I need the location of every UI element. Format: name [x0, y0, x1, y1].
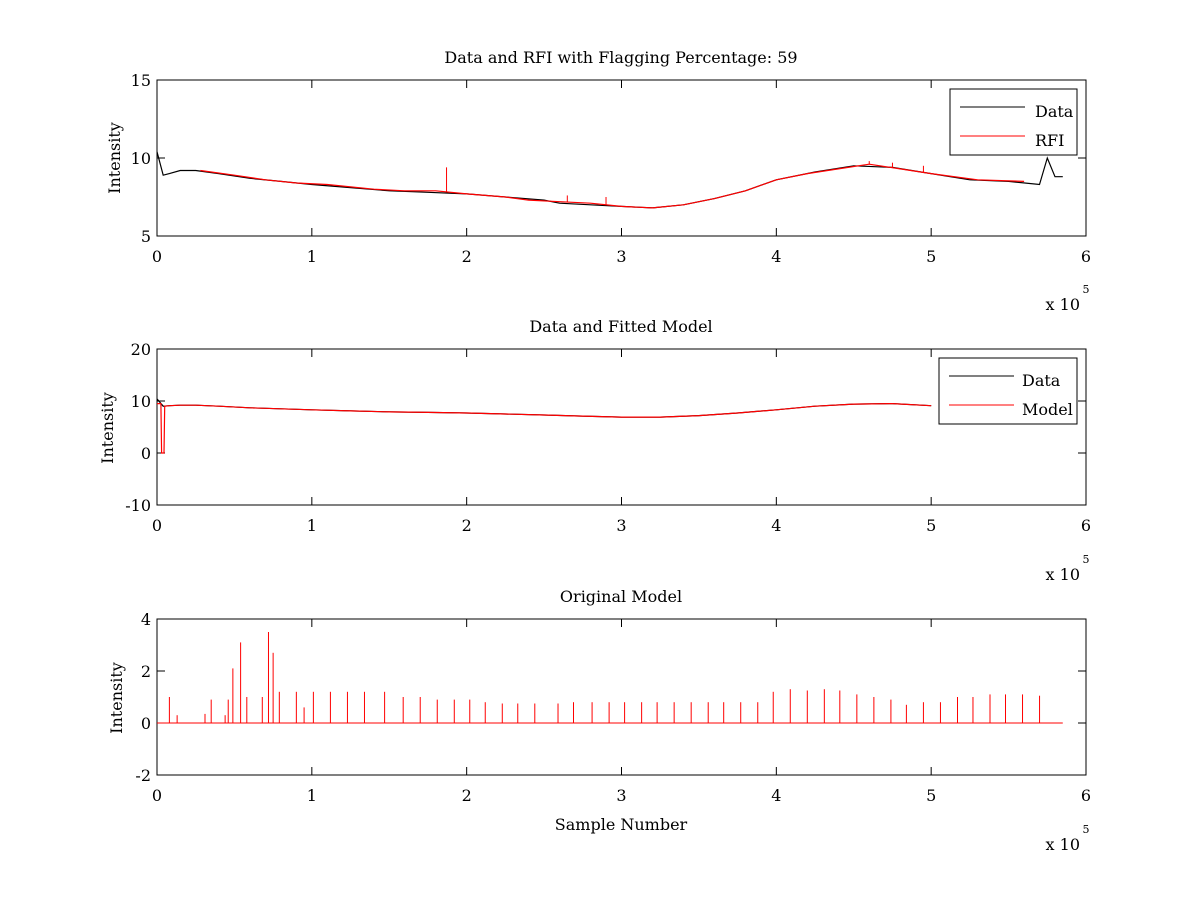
y-tick-label: 10 — [131, 392, 151, 411]
x-tick-label: 6 — [1081, 516, 1091, 535]
y-tick-label: 15 — [131, 71, 151, 90]
y-tick-label: 2 — [141, 662, 151, 681]
x-tick-label: 2 — [462, 516, 472, 535]
y-tick-label: -2 — [135, 766, 151, 785]
y-tick-label: 0 — [141, 444, 151, 463]
y-tick-label: 0 — [141, 714, 151, 733]
legend-box — [949, 88, 1078, 156]
x-tick-label: 6 — [1081, 786, 1091, 805]
y-tick-label: 20 — [131, 340, 151, 359]
legend-label-data: Data — [1035, 102, 1074, 121]
y-axis-label: Intensity — [105, 122, 124, 194]
x-tick-label: 0 — [152, 516, 162, 535]
x-exponent-base: x 10 — [1046, 295, 1080, 314]
legend-label-model: Model — [1022, 400, 1073, 419]
x-exponent-base: x 10 — [1046, 565, 1080, 584]
x-axis-label: Sample Number — [555, 815, 688, 834]
x-tick-label: 0 — [152, 786, 162, 805]
panel-title: Data and Fitted Model — [529, 317, 712, 336]
legend-label-data: Data — [1022, 371, 1061, 390]
x-tick-label: 5 — [926, 786, 936, 805]
x-tick-label: 3 — [616, 786, 626, 805]
x-exponent-power: 5 — [1083, 823, 1090, 836]
x-tick-label: 4 — [771, 516, 781, 535]
x-tick-label: 6 — [1081, 247, 1091, 266]
legend-label-rfi: RFI — [1035, 131, 1064, 150]
y-tick-label: 10 — [131, 149, 151, 168]
x-tick-label: 2 — [462, 786, 472, 805]
y-axis-label: Intensity — [98, 392, 117, 464]
x-tick-label: 3 — [616, 516, 626, 535]
y-tick-label: 5 — [141, 227, 151, 246]
panel-title: Data and RFI with Flagging Percentage: 5… — [444, 48, 797, 67]
x-tick-label: 4 — [771, 786, 781, 805]
legend: Data RFI — [949, 88, 1078, 156]
x-exponent-base: x 10 — [1046, 835, 1080, 854]
x-tick-label: 1 — [307, 516, 317, 535]
plot-area: 0 1 2 3 4 5 6 5 10 15 — [131, 71, 1091, 266]
y-axis-label: Intensity — [107, 662, 126, 734]
x-tick-label: 3 — [616, 247, 626, 266]
y-tick-label: -10 — [125, 496, 151, 515]
x-tick-label: 5 — [926, 247, 936, 266]
x-tick-label: 2 — [462, 247, 472, 266]
series-line-data — [156, 151, 1063, 209]
x-exponent-power: 5 — [1083, 553, 1090, 566]
x-tick-label: 1 — [307, 247, 317, 266]
panel-data-rfi: Data and RFI with Flagging Percentage: 5… — [105, 48, 1091, 314]
legend: Data Model — [938, 357, 1078, 425]
x-tick-label: 0 — [152, 247, 162, 266]
x-tick-label: 1 — [307, 786, 317, 805]
series-line-model — [157, 402, 932, 454]
panel-data-model: Data and Fitted Model Intensity 0 1 2 3 4 5 6 -… — [98, 317, 1091, 584]
x-exponent-power: 5 — [1083, 283, 1090, 296]
legend-box — [938, 357, 1078, 425]
x-tick-label: 5 — [926, 516, 936, 535]
x-tick-label: 4 — [771, 247, 781, 266]
panel-title: Original Model — [560, 587, 682, 606]
y-tick-label: 4 — [141, 610, 151, 629]
